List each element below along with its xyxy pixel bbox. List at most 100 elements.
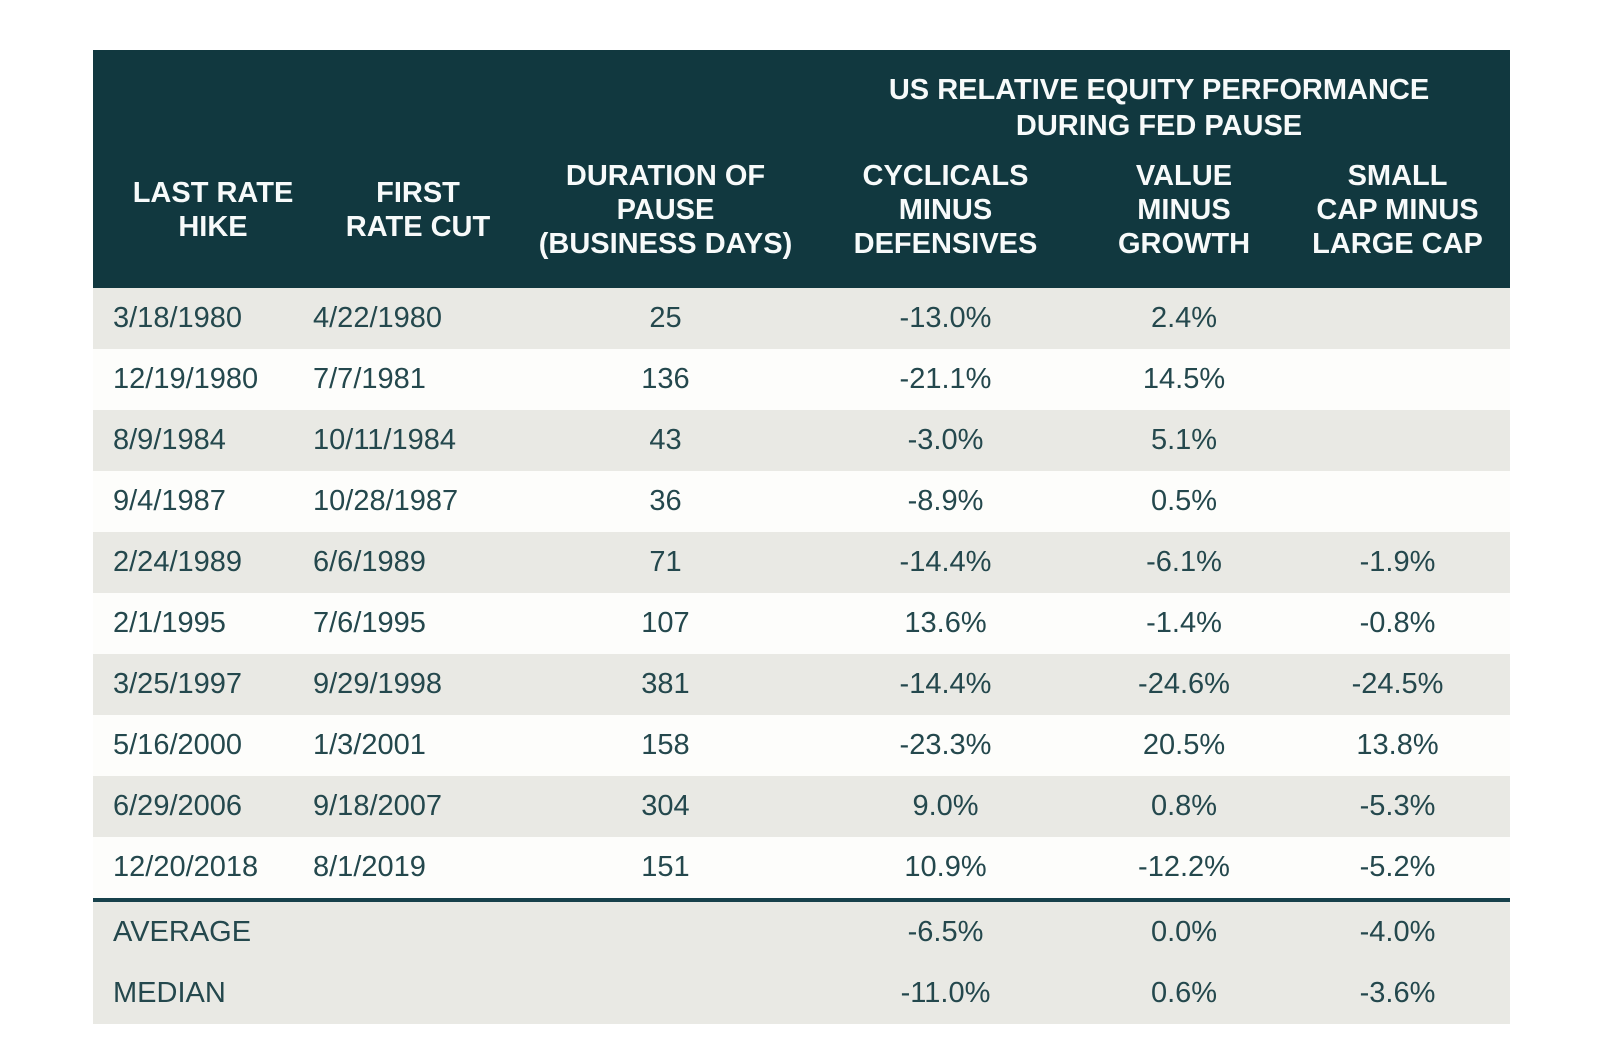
cell-cyclicals-minus-defensives: -11.0% bbox=[808, 963, 1083, 1024]
group-header-row: US RELATIVE EQUITY PERFORMANCE DURING FE… bbox=[93, 50, 1511, 144]
cell-value-minus-growth: 0.5% bbox=[1083, 471, 1285, 532]
cell-value-minus-growth: -1.4% bbox=[1083, 593, 1285, 654]
col-header-cyclicals-minus-defensives: CYCLICALS MINUS DEFENSIVES bbox=[808, 144, 1083, 288]
table-row: 5/16/2000 1/3/2001 158 -23.3% 20.5% 13.8… bbox=[93, 715, 1511, 776]
cell-value-minus-growth: 2.4% bbox=[1083, 288, 1285, 349]
cell-last-rate-hike: 2/24/1989 bbox=[93, 532, 313, 593]
table-container: US RELATIVE EQUITY PERFORMANCE DURING FE… bbox=[93, 50, 1511, 1024]
cell-last-rate-hike: 3/25/1997 bbox=[93, 654, 313, 715]
table-row: 2/24/1989 6/6/1989 71 -14.4% -6.1% -1.9% bbox=[93, 532, 1511, 593]
cell-cyclicals-minus-defensives: -23.3% bbox=[808, 715, 1083, 776]
cell-cyclicals-minus-defensives: -21.1% bbox=[808, 349, 1083, 410]
table-row: 12/20/2018 8/1/2019 151 10.9% -12.2% -5.… bbox=[93, 837, 1511, 900]
group-header-us-relative-equity-performance: US RELATIVE EQUITY PERFORMANCE DURING FE… bbox=[808, 50, 1511, 144]
summary-row-median: MEDIAN -11.0% 0.6% -3.6% bbox=[93, 963, 1511, 1024]
cell-value-minus-growth: 14.5% bbox=[1083, 349, 1285, 410]
cell-cyclicals-minus-defensives: -8.9% bbox=[808, 471, 1083, 532]
cell-last-rate-hike: 2/1/1995 bbox=[93, 593, 313, 654]
cell-value-minus-growth: -24.6% bbox=[1083, 654, 1285, 715]
cell-first-rate-cut: 9/29/1998 bbox=[313, 654, 523, 715]
cell-small-cap-minus-large-cap: -4.0% bbox=[1285, 898, 1511, 963]
cell-duration: 158 bbox=[523, 715, 808, 776]
table-row: 8/9/1984 10/11/1984 43 -3.0% 5.1% bbox=[93, 410, 1511, 471]
cell-small-cap-minus-large-cap bbox=[1285, 349, 1511, 410]
cell-small-cap-minus-large-cap: -0.8% bbox=[1285, 593, 1511, 654]
cell-small-cap-minus-large-cap: -5.3% bbox=[1285, 776, 1511, 837]
cell-first-rate-cut: 4/22/1980 bbox=[313, 288, 523, 349]
cell-small-cap-minus-large-cap: -24.5% bbox=[1285, 654, 1511, 715]
cell-value-minus-growth: 0.0% bbox=[1083, 898, 1285, 963]
cell-last-rate-hike: 8/9/1984 bbox=[93, 410, 313, 471]
cell-small-cap-minus-large-cap bbox=[1285, 410, 1511, 471]
cell-duration: 25 bbox=[523, 288, 808, 349]
summary-section: AVERAGE -6.5% 0.0% -4.0% MEDIAN -11.0% 0… bbox=[93, 898, 1511, 1024]
cell-cyclicals-minus-defensives: -13.0% bbox=[808, 288, 1083, 349]
cell-first-rate-cut bbox=[313, 963, 523, 1024]
cell-duration bbox=[523, 963, 808, 1024]
cell-first-rate-cut: 8/1/2019 bbox=[313, 837, 523, 900]
cell-last-rate-hike: 12/20/2018 bbox=[93, 837, 313, 900]
cell-first-rate-cut: 6/6/1989 bbox=[313, 532, 523, 593]
table-row: 12/19/1980 7/7/1981 136 -21.1% 14.5% bbox=[93, 349, 1511, 410]
cell-first-rate-cut: 10/28/1987 bbox=[313, 471, 523, 532]
cell-duration: 71 bbox=[523, 532, 808, 593]
cell-cyclicals-minus-defensives: 13.6% bbox=[808, 593, 1083, 654]
header-spacer bbox=[93, 50, 808, 144]
cell-duration: 151 bbox=[523, 837, 808, 900]
cell-duration: 136 bbox=[523, 349, 808, 410]
cell-value-minus-growth: 20.5% bbox=[1083, 715, 1285, 776]
table-row: 6/29/2006 9/18/2007 304 9.0% 0.8% -5.3% bbox=[93, 776, 1511, 837]
summary-label: MEDIAN bbox=[93, 963, 313, 1024]
cell-first-rate-cut: 7/7/1981 bbox=[313, 349, 523, 410]
cell-duration: 304 bbox=[523, 776, 808, 837]
cell-small-cap-minus-large-cap: -1.9% bbox=[1285, 532, 1511, 593]
cell-cyclicals-minus-defensives: -3.0% bbox=[808, 410, 1083, 471]
cell-first-rate-cut: 1/3/2001 bbox=[313, 715, 523, 776]
cell-last-rate-hike: 6/29/2006 bbox=[93, 776, 313, 837]
cell-value-minus-growth: 0.6% bbox=[1083, 963, 1285, 1024]
cell-duration: 107 bbox=[523, 593, 808, 654]
cell-last-rate-hike: 9/4/1987 bbox=[93, 471, 313, 532]
cell-last-rate-hike: 12/19/1980 bbox=[93, 349, 313, 410]
cell-first-rate-cut: 7/6/1995 bbox=[313, 593, 523, 654]
col-header-small-cap-minus-large-cap: SMALL CAP MINUS LARGE CAP bbox=[1285, 144, 1511, 288]
cell-small-cap-minus-large-cap bbox=[1285, 471, 1511, 532]
col-header-last-rate-hike: LAST RATE HIKE bbox=[93, 144, 313, 288]
summary-label: AVERAGE bbox=[93, 898, 313, 963]
cell-cyclicals-minus-defensives: 10.9% bbox=[808, 837, 1083, 900]
col-header-value-minus-growth: VALUE MINUS GROWTH bbox=[1083, 144, 1285, 288]
table-row: 2/1/1995 7/6/1995 107 13.6% -1.4% -0.8% bbox=[93, 593, 1511, 654]
cell-small-cap-minus-large-cap: 13.8% bbox=[1285, 715, 1511, 776]
table-row: 9/4/1987 10/28/1987 36 -8.9% 0.5% bbox=[93, 471, 1511, 532]
cell-cyclicals-minus-defensives: -14.4% bbox=[808, 654, 1083, 715]
cell-first-rate-cut: 9/18/2007 bbox=[313, 776, 523, 837]
cell-last-rate-hike: 5/16/2000 bbox=[93, 715, 313, 776]
table-row: 3/18/1980 4/22/1980 25 -13.0% 2.4% bbox=[93, 288, 1511, 349]
col-header-duration-of-pause: DURATION OF PAUSE (BUSINESS DAYS) bbox=[523, 144, 808, 288]
table-header: US RELATIVE EQUITY PERFORMANCE DURING FE… bbox=[93, 50, 1511, 288]
cell-value-minus-growth: 0.8% bbox=[1083, 776, 1285, 837]
table-body: 3/18/1980 4/22/1980 25 -13.0% 2.4% 12/19… bbox=[93, 288, 1511, 900]
cell-cyclicals-minus-defensives: -14.4% bbox=[808, 532, 1083, 593]
col-header-first-rate-cut: FIRST RATE CUT bbox=[313, 144, 523, 288]
cell-duration: 36 bbox=[523, 471, 808, 532]
cell-small-cap-minus-large-cap: -5.2% bbox=[1285, 837, 1511, 900]
cell-duration: 43 bbox=[523, 410, 808, 471]
cell-last-rate-hike: 3/18/1980 bbox=[93, 288, 313, 349]
fed-pause-table: US RELATIVE EQUITY PERFORMANCE DURING FE… bbox=[93, 50, 1511, 1024]
cell-duration bbox=[523, 898, 808, 963]
column-labels-row: LAST RATE HIKE FIRST RATE CUT DURATION O… bbox=[93, 144, 1511, 288]
cell-duration: 381 bbox=[523, 654, 808, 715]
cell-small-cap-minus-large-cap: -3.6% bbox=[1285, 963, 1511, 1024]
cell-cyclicals-minus-defensives: -6.5% bbox=[808, 898, 1083, 963]
cell-value-minus-growth: -12.2% bbox=[1083, 837, 1285, 900]
table-row: 3/25/1997 9/29/1998 381 -14.4% -24.6% -2… bbox=[93, 654, 1511, 715]
cell-first-rate-cut: 10/11/1984 bbox=[313, 410, 523, 471]
cell-cyclicals-minus-defensives: 9.0% bbox=[808, 776, 1083, 837]
cell-small-cap-minus-large-cap bbox=[1285, 288, 1511, 349]
summary-row-average: AVERAGE -6.5% 0.0% -4.0% bbox=[93, 898, 1511, 963]
cell-value-minus-growth: -6.1% bbox=[1083, 532, 1285, 593]
cell-first-rate-cut bbox=[313, 898, 523, 963]
cell-value-minus-growth: 5.1% bbox=[1083, 410, 1285, 471]
